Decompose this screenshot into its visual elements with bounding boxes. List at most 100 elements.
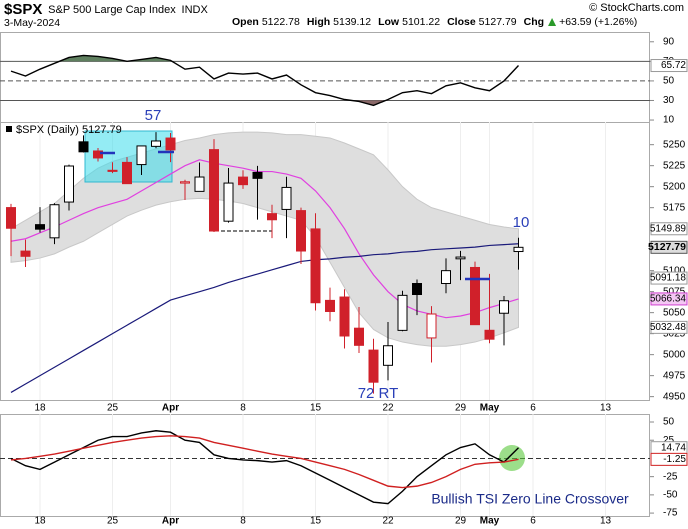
candle-body — [180, 181, 190, 184]
candle-body — [455, 256, 466, 260]
indicator-line — [10, 430, 519, 505]
quote-value: 5127.79 — [479, 16, 517, 28]
y-tick-label: 5225 — [663, 160, 686, 171]
candle-body — [238, 176, 248, 186]
x-tick-label: May — [480, 516, 500, 527]
x-tick-label: 18 — [34, 516, 46, 527]
candle-body — [484, 329, 495, 340]
candle-body — [470, 266, 480, 326]
y-tick-label: 4950 — [663, 391, 686, 402]
highlight-circle — [499, 445, 525, 471]
value-marker-label: 5066.34 — [650, 294, 687, 305]
annotation: Bullish TSI Zero Line Crossover — [431, 491, 629, 507]
x-tick-label: 6 — [530, 403, 536, 414]
value-marker — [650, 240, 688, 254]
x-tick-label: 6 — [530, 516, 536, 527]
candle-body — [136, 145, 147, 166]
x-tick-label: 29 — [455, 403, 467, 414]
quote-value: 5122.78 — [262, 16, 300, 28]
x-tick-label: 13 — [600, 516, 612, 527]
candle-body — [426, 313, 437, 339]
indicator-line — [10, 435, 519, 489]
candle-body — [368, 349, 379, 383]
exchange: INDX — [182, 4, 209, 16]
quote-label: Open — [232, 16, 259, 28]
candle-body — [194, 176, 205, 192]
x-tick-label: 15 — [310, 516, 322, 527]
candle-body — [281, 186, 292, 210]
candle-body — [20, 250, 31, 257]
y-tick-label: -50 — [663, 490, 678, 501]
legend-swatch — [6, 126, 12, 132]
x-tick-label: Apr — [162, 403, 179, 414]
date: 3-May-2024 — [4, 17, 60, 29]
candle-body — [122, 161, 132, 185]
band-area — [10, 131, 519, 347]
candle-body — [165, 137, 176, 151]
y-tick-label: 5175 — [663, 202, 686, 213]
panel-frame — [0, 122, 650, 401]
x-tick-label: 25 — [107, 516, 119, 527]
header-title: $SPX S&P 500 Large Cap Index INDX — [4, 1, 208, 18]
candle-body — [223, 182, 234, 222]
up-arrow — [548, 18, 557, 26]
y-tick-label: 5000 — [663, 349, 686, 360]
x-tick-label: 25 — [107, 403, 119, 414]
annotation: 57 — [145, 107, 162, 124]
x-tick-label: 8 — [240, 403, 246, 414]
annotation: 10 — [513, 214, 530, 231]
y-tick-label: 5100 — [663, 265, 686, 276]
candle-body — [6, 207, 16, 229]
quote-label: Chg — [524, 16, 544, 28]
quote-value: 5139.12 — [333, 16, 371, 28]
panel-frame — [0, 32, 650, 123]
legend: $SPX (Daily) 5127.79 — [16, 124, 122, 136]
value-marker — [650, 271, 688, 285]
value-marker-label: 65.72 — [661, 60, 686, 71]
y-tick-label: 4975 — [663, 370, 686, 381]
quote-value: +63.59 (+1.26%) — [559, 16, 637, 28]
moving-average — [10, 243, 519, 393]
y-tick-label: 5250 — [663, 139, 686, 150]
y-tick-label: 30 — [663, 95, 675, 106]
x-tick-label: 15 — [310, 403, 322, 414]
x-tick-label: 22 — [382, 403, 394, 414]
candle-body — [296, 210, 306, 252]
y-tick-label: 25 — [663, 435, 675, 446]
candle-body — [35, 224, 45, 230]
value-marker — [650, 59, 688, 73]
y-tick-label: 50 — [663, 76, 675, 87]
candle-body — [252, 171, 263, 179]
candle-body — [383, 345, 393, 366]
value-marker-label: 5032.48 — [650, 322, 687, 333]
candle-body — [412, 283, 422, 296]
candle-body — [209, 149, 219, 232]
panel-frame — [0, 414, 650, 517]
legend-name: $SPX (Daily) — [16, 124, 79, 136]
quote-value: 5101.22 — [402, 16, 440, 28]
x-tick-label: 13 — [600, 403, 612, 414]
candle-body — [78, 141, 89, 153]
candle-body — [441, 270, 451, 285]
legend-value: 5127.79 — [82, 124, 122, 136]
candle-body — [339, 296, 350, 337]
quote-label: Low — [378, 16, 400, 28]
value-marker — [650, 222, 688, 236]
candle-body — [499, 300, 509, 314]
candle-body — [354, 327, 364, 346]
y-tick-label: 90 — [663, 36, 675, 47]
y-tick-label: 5050 — [663, 307, 686, 318]
y-tick-label: 10 — [663, 115, 675, 126]
value-marker — [650, 292, 688, 306]
value-marker-label: 14.74 — [661, 442, 686, 453]
y-tick-label: -75 — [663, 508, 678, 519]
candle-body — [325, 299, 335, 312]
candle-body — [107, 169, 118, 172]
candle-body — [513, 246, 524, 253]
indicator-line — [10, 54, 520, 107]
value-marker-label: -1.25 — [663, 454, 686, 465]
quote-label: High — [307, 16, 330, 28]
value-marker-label: 5091.18 — [650, 273, 687, 284]
x-tick-label: 8 — [240, 516, 246, 527]
